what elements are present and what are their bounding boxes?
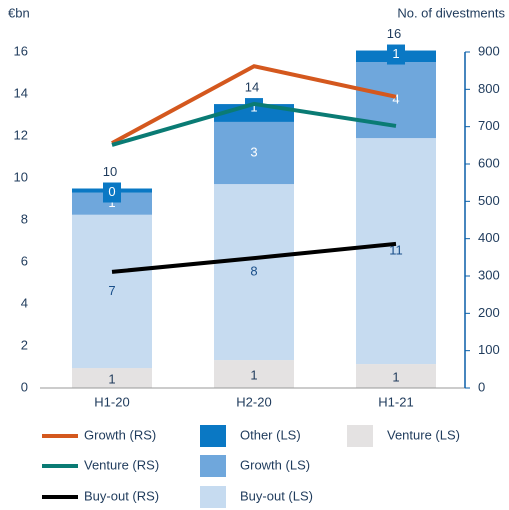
- x-tick-label: H1-21: [378, 394, 413, 409]
- data-label: 0: [108, 184, 115, 199]
- data-label: 1: [250, 367, 257, 382]
- data-label: 1: [392, 46, 399, 61]
- label-box: [387, 44, 405, 65]
- legend-label: Venture (LS): [387, 427, 460, 442]
- data-label: 3: [250, 144, 257, 159]
- data-label: 1: [250, 100, 257, 115]
- y2-tick-label: 700: [478, 118, 500, 133]
- y2-tick-label: 500: [478, 193, 500, 208]
- line-series: [111, 241, 397, 274]
- label-box: [103, 182, 121, 203]
- y2-tick-label: 600: [478, 155, 500, 170]
- data-label: 1: [108, 195, 115, 210]
- legend-label: Growth (LS): [240, 457, 310, 472]
- data-label: 8: [250, 264, 257, 279]
- x-tick-label: H2-20: [236, 394, 271, 409]
- data-label: 4: [392, 92, 399, 107]
- y2-tick-label: 200: [478, 305, 500, 320]
- data-label: 11: [389, 243, 403, 258]
- bar-segment: [72, 368, 152, 388]
- legend-label: Buy-out (LS): [240, 488, 313, 503]
- legend-label: Buy-out (RS): [84, 488, 159, 503]
- bar-segment: [214, 360, 294, 388]
- line-series: [111, 64, 397, 145]
- y-tick-label: 12: [14, 127, 28, 142]
- y-tick-label: 8: [21, 211, 28, 226]
- y2-tick-label: 100: [478, 342, 500, 357]
- y-tick-label: 6: [21, 253, 28, 268]
- bar-segment: [72, 214, 152, 369]
- y2-axis-title: No. of divestments: [397, 5, 505, 20]
- legend-swatch: [200, 425, 226, 447]
- y2-tick-label: 800: [478, 81, 500, 96]
- y2-tick-label: 400: [478, 230, 500, 245]
- data-label: 1: [108, 371, 115, 386]
- data-label: 7: [108, 283, 115, 298]
- legend-swatch: [200, 455, 226, 477]
- y-tick-label: 0: [21, 379, 28, 394]
- bar-segment: [72, 192, 152, 215]
- legend-label: Venture (RS): [84, 457, 159, 472]
- bar-segment: [356, 138, 436, 365]
- bar-segment: [214, 121, 294, 185]
- y2-tick-label: 900: [478, 43, 500, 58]
- legend-label: Other (LS): [240, 427, 301, 442]
- data-label: 1: [392, 369, 399, 384]
- y-tick-label: 2: [21, 337, 28, 352]
- y-axis-title: €bn: [8, 5, 30, 20]
- bar-segment: [214, 184, 294, 361]
- legend-label: Growth (RS): [84, 427, 156, 442]
- y-tick-label: 10: [14, 169, 28, 184]
- total-label: 16: [387, 26, 401, 41]
- total-label: 10: [103, 164, 117, 179]
- y-tick-label: 4: [21, 295, 28, 310]
- legend-swatch: [200, 486, 226, 508]
- y-tick-label: 14: [14, 85, 28, 100]
- y2-tick-label: 300: [478, 267, 500, 282]
- x-tick-label: H1-20: [94, 394, 129, 409]
- y-tick-label: 16: [14, 43, 28, 58]
- line-series: [111, 101, 397, 147]
- y2-tick-label: 0: [478, 379, 485, 394]
- legend-swatch: [347, 425, 373, 447]
- bar-segment: [356, 364, 436, 388]
- total-label: 14: [245, 80, 259, 95]
